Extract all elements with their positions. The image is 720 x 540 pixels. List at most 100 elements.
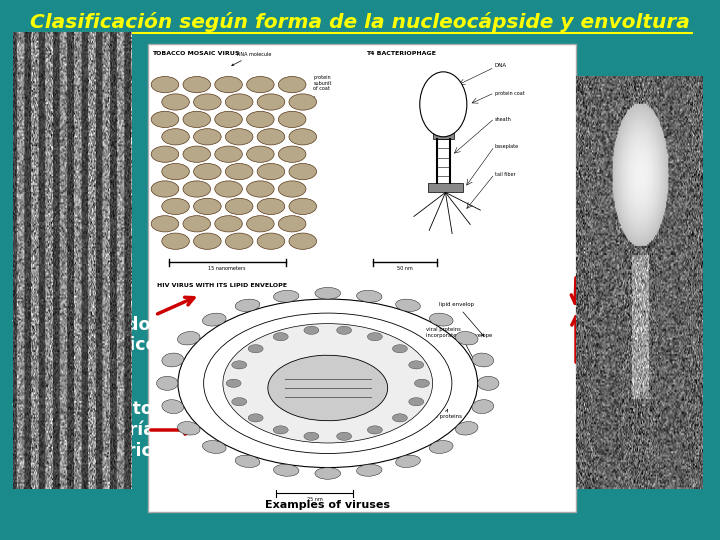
Ellipse shape xyxy=(151,215,179,232)
Ellipse shape xyxy=(456,332,478,345)
Text: 50 nm: 50 nm xyxy=(397,266,413,272)
Text: 15 nanometers: 15 nanometers xyxy=(207,266,246,272)
Ellipse shape xyxy=(183,146,210,163)
Ellipse shape xyxy=(194,164,221,180)
Ellipse shape xyxy=(472,400,494,414)
Ellipse shape xyxy=(246,111,274,127)
Ellipse shape xyxy=(225,198,253,214)
Ellipse shape xyxy=(232,397,247,406)
Ellipse shape xyxy=(304,326,319,334)
Ellipse shape xyxy=(409,361,424,369)
Text: virus desnudo con
simetría helicoidal: virus desnudo con simetría helicoidal xyxy=(12,315,194,354)
Ellipse shape xyxy=(392,345,408,353)
Ellipse shape xyxy=(279,146,306,163)
Ellipse shape xyxy=(162,198,189,214)
Text: Clasificación según forma de la nucleocápside y envoltura: Clasificación según forma de la nucleocá… xyxy=(30,12,690,32)
Ellipse shape xyxy=(248,345,263,353)
Ellipse shape xyxy=(257,129,284,145)
Bar xyxy=(433,130,454,139)
Ellipse shape xyxy=(273,426,288,434)
Ellipse shape xyxy=(194,94,221,110)
Ellipse shape xyxy=(273,333,288,341)
Bar xyxy=(148,44,576,512)
Ellipse shape xyxy=(279,111,306,127)
Ellipse shape xyxy=(396,299,420,312)
Ellipse shape xyxy=(202,313,226,326)
Text: TOBACCO MOSAIC VIRUS: TOBACCO MOSAIC VIRUS xyxy=(152,51,240,56)
Ellipse shape xyxy=(337,326,351,334)
Ellipse shape xyxy=(289,94,317,110)
Ellipse shape xyxy=(215,181,243,197)
Ellipse shape xyxy=(415,379,429,387)
Ellipse shape xyxy=(289,233,317,249)
Ellipse shape xyxy=(315,287,341,299)
Text: RNA molecule: RNA molecule xyxy=(232,52,271,65)
Ellipse shape xyxy=(162,129,189,145)
Ellipse shape xyxy=(289,198,317,214)
Ellipse shape xyxy=(162,233,189,249)
Ellipse shape xyxy=(246,146,274,163)
Ellipse shape xyxy=(162,353,184,367)
Ellipse shape xyxy=(428,81,459,127)
Text: virus envuelto con
    simetría
icosahédrica: virus envuelto con simetría icosahédrica xyxy=(12,400,193,460)
Ellipse shape xyxy=(392,414,408,422)
Text: protein
subunit
of coat: protein subunit of coat xyxy=(309,75,332,106)
Text: HIV VIRUS WITH ITS LIPID ENVELOPE: HIV VIRUS WITH ITS LIPID ENVELOPE xyxy=(156,282,287,288)
Ellipse shape xyxy=(194,233,221,249)
Ellipse shape xyxy=(235,299,260,312)
Ellipse shape xyxy=(223,323,433,443)
Ellipse shape xyxy=(289,164,317,180)
Ellipse shape xyxy=(183,181,210,197)
Ellipse shape xyxy=(289,129,317,145)
Text: tail fiber: tail fiber xyxy=(495,172,516,177)
Ellipse shape xyxy=(162,400,184,414)
Ellipse shape xyxy=(178,299,477,468)
Ellipse shape xyxy=(396,455,420,468)
Ellipse shape xyxy=(356,291,382,302)
Ellipse shape xyxy=(429,441,453,454)
Ellipse shape xyxy=(279,215,306,232)
Ellipse shape xyxy=(268,355,387,421)
Ellipse shape xyxy=(151,111,179,127)
Ellipse shape xyxy=(279,181,306,197)
Ellipse shape xyxy=(215,215,243,232)
Ellipse shape xyxy=(367,333,382,341)
Text: baseplate: baseplate xyxy=(495,144,519,150)
Text: DNA: DNA xyxy=(495,63,507,68)
Ellipse shape xyxy=(215,77,243,93)
Ellipse shape xyxy=(194,129,221,145)
Text: Examples of viruses: Examples of viruses xyxy=(265,500,390,510)
Ellipse shape xyxy=(183,215,210,232)
Ellipse shape xyxy=(162,94,189,110)
Ellipse shape xyxy=(225,94,253,110)
Ellipse shape xyxy=(429,313,453,326)
Ellipse shape xyxy=(274,464,299,476)
Ellipse shape xyxy=(477,376,499,390)
Ellipse shape xyxy=(337,432,351,441)
Ellipse shape xyxy=(472,353,494,367)
Text: lipid envelop: lipid envelop xyxy=(439,302,484,336)
Ellipse shape xyxy=(183,77,210,93)
Ellipse shape xyxy=(420,72,467,137)
Ellipse shape xyxy=(202,441,226,454)
Ellipse shape xyxy=(225,233,253,249)
Ellipse shape xyxy=(226,379,241,387)
Ellipse shape xyxy=(235,455,260,468)
Ellipse shape xyxy=(162,164,189,180)
Ellipse shape xyxy=(274,291,299,302)
Ellipse shape xyxy=(315,468,341,479)
Ellipse shape xyxy=(204,313,452,454)
Ellipse shape xyxy=(304,432,319,441)
Text: viral RNA: viral RNA xyxy=(426,375,451,385)
Text: sheath: sheath xyxy=(495,117,511,122)
Ellipse shape xyxy=(257,164,284,180)
Ellipse shape xyxy=(232,361,247,369)
Ellipse shape xyxy=(194,198,221,214)
Ellipse shape xyxy=(409,397,424,406)
Ellipse shape xyxy=(178,332,200,345)
Ellipse shape xyxy=(225,164,253,180)
Text: virus
complejo
desnudo: virus complejo desnudo xyxy=(526,380,614,440)
Ellipse shape xyxy=(246,215,274,232)
Text: T4 BACTERIOPHAGE: T4 BACTERIOPHAGE xyxy=(366,51,436,56)
Ellipse shape xyxy=(151,181,179,197)
